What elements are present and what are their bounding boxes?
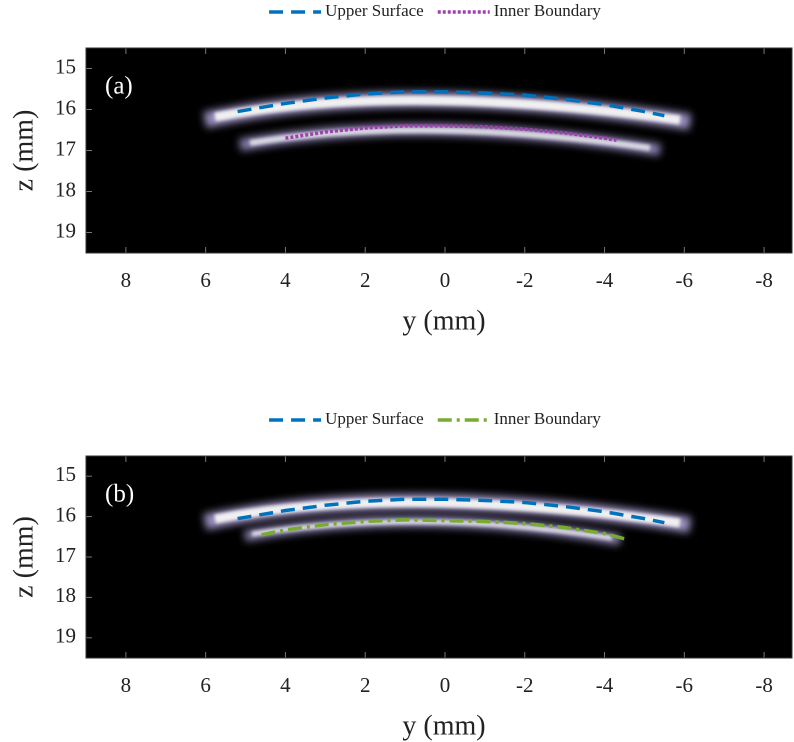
legend-label: Upper Surface	[325, 1, 424, 20]
x-tick-label: 8	[121, 673, 132, 697]
image-background	[86, 48, 792, 253]
y-tick-label: 19	[55, 624, 76, 648]
x-tick-label: -2	[516, 268, 534, 292]
x-tick-label: -4	[596, 673, 614, 697]
x-tick-label: -4	[596, 268, 614, 292]
x-tick-label: -2	[516, 673, 534, 697]
legend-label: Inner Boundary	[494, 409, 602, 428]
x-tick-label: 2	[360, 673, 371, 697]
y-axis-label: z (mm)	[8, 516, 39, 598]
legend-label: Inner Boundary	[494, 1, 602, 20]
image-background	[86, 456, 792, 658]
axes-frame	[85, 455, 793, 659]
x-tick-label: -8	[755, 673, 773, 697]
y-axis-label: z (mm)	[8, 110, 39, 192]
y-tick-label: 18	[55, 583, 76, 607]
image-blob	[214, 95, 681, 125]
legend-label: Upper Surface	[325, 409, 424, 428]
y-tick-label: 17	[55, 136, 76, 160]
x-tick-label: -6	[676, 268, 694, 292]
series-line	[261, 518, 625, 541]
x-tick-label: 0	[440, 268, 451, 292]
series-line	[237, 497, 665, 525]
axes-frame	[85, 47, 793, 254]
y-tick-label: 15	[55, 54, 76, 78]
x-tick-label: 6	[200, 268, 211, 292]
panel-label: (b)	[105, 481, 134, 508]
y-tick-label: 16	[55, 502, 76, 526]
y-tick-label: 18	[55, 177, 76, 201]
x-tick-label: -6	[676, 673, 694, 697]
x-tick-label: 8	[121, 268, 132, 292]
x-tick-label: 4	[280, 268, 291, 292]
y-tick-label: 19	[55, 218, 76, 242]
x-tick-label: 4	[280, 673, 291, 697]
series-line	[237, 90, 665, 118]
x-tick-label: -8	[755, 268, 773, 292]
y-tick-label: 16	[55, 95, 76, 119]
y-tick-label: 17	[55, 543, 76, 567]
y-tick-label: 15	[55, 462, 76, 486]
x-tick-label: 0	[440, 673, 451, 697]
x-tick-label: 2	[360, 268, 371, 292]
x-tick-label: 6	[200, 673, 211, 697]
series-line	[285, 124, 617, 142]
panel-label: (a)	[105, 73, 133, 100]
x-axis-label: y (mm)	[402, 305, 485, 336]
x-axis-label: y (mm)	[402, 710, 485, 741]
image-blob	[214, 497, 681, 528]
